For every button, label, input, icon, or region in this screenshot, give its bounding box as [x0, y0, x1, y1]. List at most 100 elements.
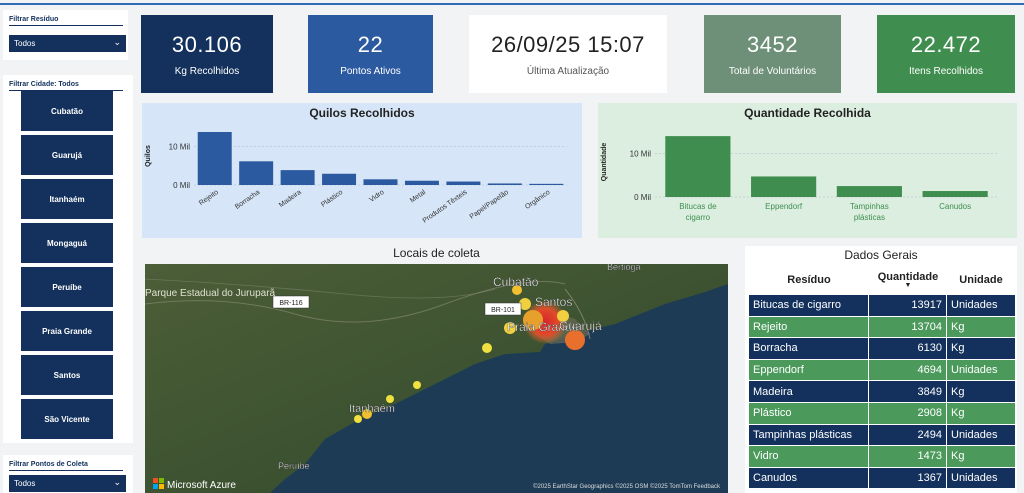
bar-produtos-t-xteis[interactable] [446, 181, 481, 185]
bar-eppendorf[interactable] [751, 176, 817, 197]
kpi-value: 22 [357, 31, 384, 57]
x-tick-label: Metal [409, 189, 427, 205]
bar-org-nico[interactable] [529, 183, 564, 185]
hotspot-point[interactable] [362, 409, 372, 419]
sort-desc-icon: ▼ [904, 282, 912, 289]
bar-madeira[interactable] [280, 170, 315, 185]
cell-residuo: Madeira [749, 381, 869, 402]
kpi-label: Itens Recolhidos [909, 65, 983, 77]
y-tick-label: 10 Mil [630, 149, 652, 158]
x-tick-label: Papel/Papelão [469, 189, 510, 221]
chevron-down-icon: ⌄ [113, 37, 121, 47]
kpi-label: Kg Recolhidos [174, 65, 240, 77]
cell-unidade: Kg [951, 385, 965, 398]
chevron-down-icon: ⌄ [113, 477, 121, 487]
microsoft-logo-icon-part [159, 484, 164, 489]
chart-kg-svg: Quilos 10 Mil 0 Mil Rejeito Borracha Madeira P… [145, 132, 567, 225]
kpi-value: 30.106 [171, 31, 243, 57]
map-label-itanhaem: Itanhaém [349, 403, 395, 415]
city-filter: Filtrar Cidade: Todos Cubatão Guarujá It… [3, 75, 133, 443]
road-line [145, 281, 566, 323]
hotspot-guaruja[interactable] [565, 330, 585, 350]
hotspot-point[interactable] [523, 310, 543, 330]
x-tick-label: Orgânico [524, 189, 551, 211]
map-logo-text: Microsoft Azure [167, 480, 236, 491]
bar-bitucas-de-cigarro[interactable] [665, 136, 731, 197]
city-button-label: Itanhaém [49, 194, 85, 204]
chart-title: Quantidade Recolhida [744, 106, 871, 120]
cell-quantidade: 13917 [869, 295, 947, 316]
table-row[interactable]: Eppendorf 4694 Unidades [749, 359, 1015, 382]
kpi-label: Última Atualização [526, 65, 610, 77]
x-tick-label: Borracha [234, 189, 261, 211]
table-row[interactable]: Canudos 1367 Unidades [749, 467, 1015, 490]
city-button-label: Praia Grande [42, 326, 92, 336]
bar-vidro[interactable] [363, 179, 398, 185]
header-residuo[interactable]: Resíduo [787, 274, 831, 286]
map-svg: BR-116 BR-101 Cubatão Santos Praia Grand… [145, 264, 728, 493]
x-tick-label: Plástico [320, 189, 344, 209]
city-button-mongagua[interactable]: Mongaguá [21, 223, 113, 263]
bar-borracha[interactable] [239, 161, 274, 185]
residue-filter-title: Filtrar Resíduo [9, 16, 123, 26]
table-header: Resíduo Quantidade ▼ Unidade [749, 268, 1015, 292]
y-axis-label: Quantidade [601, 143, 608, 182]
road-line [145, 278, 496, 299]
cell-quantidade: 2494 [869, 424, 947, 446]
hotspot-point[interactable] [386, 395, 394, 403]
residue-filter: Filtrar Resíduo Todos ⌄ [3, 10, 128, 60]
collection-map[interactable]: BR-116 BR-101 Cubatão Santos Praia Grand… [145, 264, 728, 493]
cell-unidade: Kg [951, 450, 965, 463]
table-row[interactable]: Plástico 2908 Kg [749, 402, 1015, 425]
bar-pl-stico[interactable] [322, 173, 357, 185]
bar-rejeito[interactable] [197, 132, 232, 185]
hotspot-point[interactable] [519, 298, 531, 310]
table-row[interactable]: Borracha 6130 Kg [749, 338, 1015, 360]
cell-quantidade: 4694 [869, 359, 947, 381]
map-label-santos: Santos [535, 295, 572, 309]
city-button-label: Peruíbe [52, 282, 82, 292]
hotspot-point[interactable] [512, 285, 522, 295]
bar-tampinhas-pl-sticas[interactable] [836, 186, 902, 197]
city-button-peruibe[interactable]: Peruíbe [21, 267, 113, 307]
city-button-cubatao[interactable]: Cubatão [21, 91, 113, 131]
x-tick-label: Canudos [939, 202, 971, 211]
road-shield-label: BR-116 [279, 300, 302, 307]
city-button-itanhaem[interactable]: Itanhaém [21, 179, 113, 219]
city-button-sao-vicente[interactable]: São Vicente [21, 399, 113, 439]
points-dropdown-value: Todos [14, 479, 36, 488]
city-button-praia-grande[interactable]: Praia Grande [21, 311, 113, 351]
table-row[interactable]: Tampinhas plásticas 2494 Unidades [749, 424, 1015, 447]
kpi-value: 26/09/25 15:07 [491, 31, 645, 57]
city-button-guaruja[interactable]: Guarujá [21, 135, 113, 175]
bar-canudos[interactable] [922, 191, 988, 197]
y-tick-label: 0 Mil [173, 181, 190, 190]
chart-quantity-collected: Quantidade Recolhida Quantidade 10 Mil 0 M… [598, 103, 1017, 238]
header-unidade[interactable]: Unidade [959, 274, 1003, 286]
hotspot-point[interactable] [557, 310, 569, 322]
cell-residuo: Tampinhas plásticas [749, 424, 869, 446]
road-shield [272, 295, 310, 309]
hotspot-point[interactable] [504, 322, 516, 334]
cell-residuo: Bitucas de cigarro [749, 295, 869, 316]
cell-residuo: Vidro [749, 446, 869, 467]
cell-quantidade: 6130 [869, 338, 947, 359]
points-dropdown[interactable]: Todos ⌄ [9, 475, 126, 492]
table-row[interactable]: Madeira 3849 Kg [749, 381, 1015, 403]
hotspot-point[interactable] [482, 343, 492, 353]
city-button-santos[interactable]: Santos [21, 355, 113, 395]
road-line [564, 288, 591, 340]
hotspot-point[interactable] [354, 415, 362, 423]
table-row[interactable]: Rejeito 13704 Kg [749, 316, 1015, 339]
table-row[interactable]: Bitucas de cigarro 13917 Unidades [749, 295, 1015, 317]
bar-metal[interactable] [404, 180, 439, 185]
road-shield-label: BR-101 [491, 307, 515, 314]
header-quantidade[interactable]: Quantidade ▼ [877, 271, 939, 289]
residue-dropdown[interactable]: Todos ⌄ [9, 35, 126, 52]
bar-papel-papel-o[interactable] [487, 183, 522, 185]
table-row[interactable]: Vidro 1473 Kg [749, 446, 1015, 468]
cell-residuo: Plástico [749, 402, 869, 424]
hotspot-point[interactable] [413, 381, 421, 389]
points-filter-title: Filtrar Pontos de Coleta [9, 461, 123, 471]
map-attribution: ©2025 EarthStar Geographics ©2025 OSM ©2… [533, 483, 721, 490]
